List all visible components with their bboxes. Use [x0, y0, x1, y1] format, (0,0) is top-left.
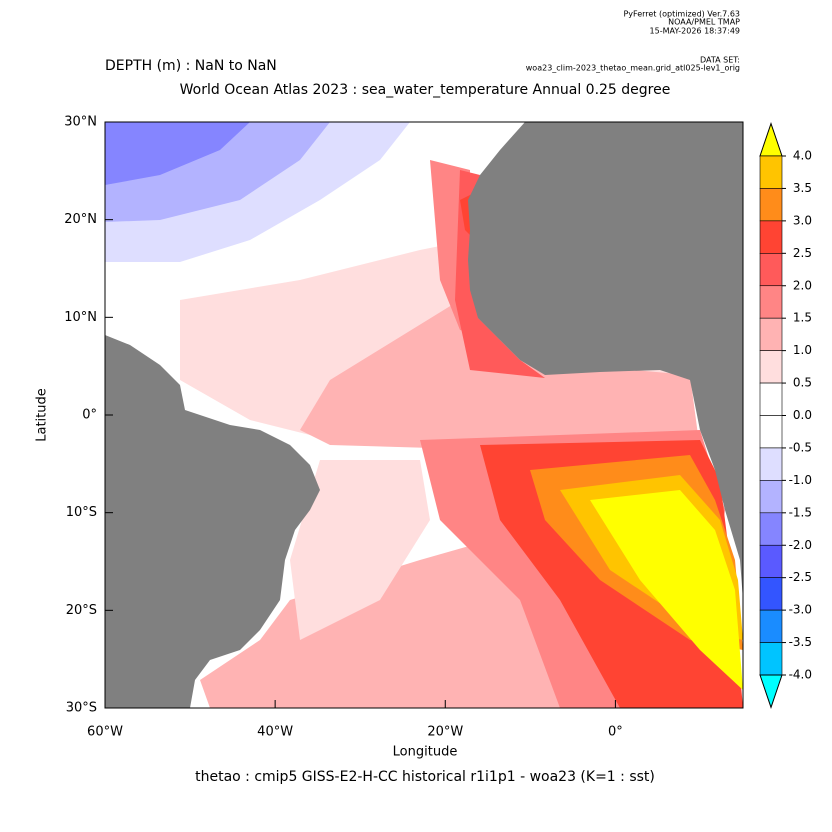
- footer: thetao : cmip5 GISS-E2-H-CC historical r…: [195, 769, 655, 785]
- colorbar-bin: [759, 220, 783, 254]
- colorbar-label: -3.0: [789, 603, 812, 617]
- colorbar-label: -1.5: [789, 505, 812, 519]
- colorbar-bin: [759, 609, 783, 643]
- x-tick-label: 20°W: [427, 725, 463, 740]
- y-tick-label: 30°N: [64, 115, 97, 130]
- colorbar-label: 2.5: [793, 246, 812, 260]
- depth-title: DEPTH (m) : NaN to NaN: [105, 58, 277, 74]
- timestamp: 15-MAY-2026 18:37:49: [650, 27, 740, 36]
- colorbar-bin: [759, 285, 783, 319]
- colorbar-bin: [759, 382, 783, 416]
- colorbar-bin: [759, 317, 783, 351]
- colorbar-bin: [759, 188, 783, 222]
- colorbar-label: 4.0: [793, 149, 812, 163]
- y-tick-label: 20°N: [64, 212, 97, 227]
- colorbar-label: 2.0: [793, 278, 812, 292]
- colorbar-label: 0.5: [793, 376, 812, 390]
- colorbar-bin: [759, 447, 783, 481]
- colorbar-label: 1.5: [793, 311, 812, 325]
- colorbar-bin: [759, 480, 783, 514]
- dataset-label: DATA SET:: [700, 56, 740, 65]
- y-tick-label: 20°S: [66, 603, 97, 618]
- x-tick-label: 40°W: [257, 725, 293, 740]
- colorbar-under: [759, 674, 783, 709]
- colorbar-label: 3.0: [793, 213, 812, 227]
- colorbar-bin: [759, 512, 783, 546]
- org: NOAA/PMEL TMAP: [668, 18, 740, 27]
- y-tick-label: 30°S: [66, 701, 97, 716]
- colorbar-label: 1.0: [793, 343, 812, 357]
- map-field: [104, 121, 744, 709]
- colorbar-label: -1.0: [789, 473, 812, 487]
- software: PyFerret (optimized) Ver.7.63: [623, 10, 740, 19]
- colorbar-bin: [759, 350, 783, 384]
- colorbar-label: 3.5: [793, 181, 812, 195]
- y-tick-label: 0°: [82, 408, 97, 423]
- colorbar-bin: [759, 415, 783, 449]
- y-tick-label: 10°S: [66, 505, 97, 520]
- colorbar-label: 0.0: [793, 408, 812, 422]
- colorbar-bin: [759, 155, 783, 189]
- x-axis-label: Longitude: [393, 745, 458, 760]
- x-tick-label: 0°: [608, 725, 623, 740]
- colorbar-bin: [759, 253, 783, 287]
- x-tick-label: 60°W: [87, 725, 123, 740]
- colorbar-bin: [759, 577, 783, 611]
- colorbar-label: -3.5: [789, 635, 812, 649]
- colorbar-label: -2.5: [789, 570, 812, 584]
- y-axis-label: Latitude: [35, 388, 50, 442]
- colorbar-bin: [759, 544, 783, 578]
- colorbar-bin: [759, 642, 783, 676]
- main-title: World Ocean Atlas 2023 : sea_water_tempe…: [180, 82, 671, 98]
- y-tick-label: 10°N: [64, 310, 97, 325]
- colorbar-label: -0.5: [789, 440, 812, 454]
- colorbar-over: [759, 122, 783, 157]
- colorbar-label: -2.0: [789, 538, 812, 552]
- dataset: woa23_clim-2023_thetao_mean.grid_atl025-…: [526, 64, 740, 73]
- colorbar-label: -4.0: [789, 668, 812, 682]
